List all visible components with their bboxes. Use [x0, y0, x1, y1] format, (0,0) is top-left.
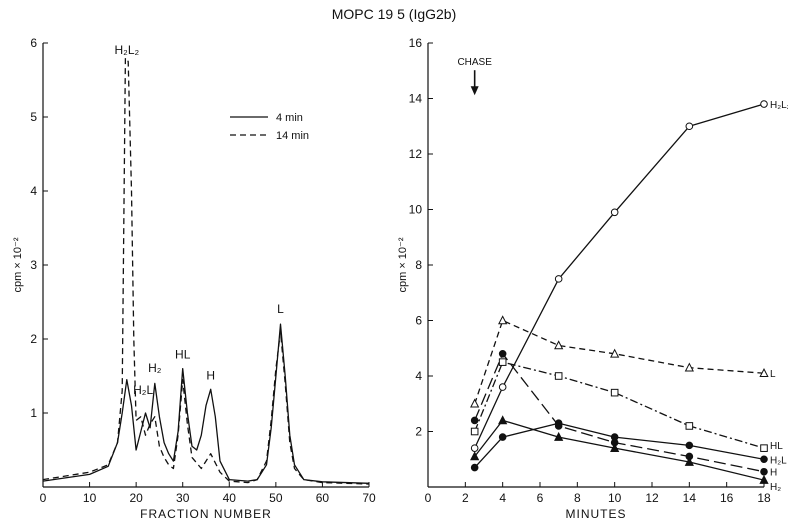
- left-chart: 0 10 20 30 40 50 60 70 1 2 3 4 5 6 FRACTION NUMBER cpm …: [12, 36, 376, 521]
- peak-label: H₂: [148, 361, 162, 375]
- x-tick-label: 0: [40, 491, 47, 505]
- data-point: [760, 444, 768, 452]
- data-point: [554, 422, 563, 430]
- peak-label: H₂L: [133, 383, 153, 397]
- data-point: [685, 441, 694, 450]
- right-chart: 0 2 4 6 8 10 12 14 16 18 2 4 6 8 10 12 14 16 MINUTES cpm × …: [397, 36, 788, 521]
- data-point: [470, 444, 479, 452]
- data-point: [498, 350, 507, 358]
- legend-label: 4 min: [276, 112, 303, 124]
- data-point: [760, 100, 768, 108]
- peak-label: L: [277, 302, 284, 316]
- x-tick-label: 70: [362, 491, 376, 505]
- y-tick-label: 2: [415, 425, 422, 439]
- data-point: [498, 383, 507, 391]
- y-tick-label: 4: [30, 184, 37, 198]
- y-tick-label: 2: [30, 332, 37, 346]
- x-tick-label: 30: [176, 491, 190, 505]
- series-end-label: H₂L: [770, 455, 787, 466]
- data-point: [554, 431, 564, 441]
- x-tick-label: 10: [83, 491, 97, 505]
- x-tick-label: 10: [608, 491, 622, 505]
- data-point: [470, 416, 479, 425]
- x-tick-label: 4: [499, 491, 506, 505]
- series-end-label: H₂L₂: [770, 100, 788, 111]
- y-tick-label: 14: [409, 92, 423, 106]
- legend-label: 14 min: [276, 130, 309, 142]
- x-tick-label: 50: [269, 491, 283, 505]
- series-line: [474, 103, 765, 449]
- series-line: [474, 419, 765, 481]
- x-tick-label: 2: [462, 491, 469, 505]
- y-axis-label: cpm × 10⁻²: [12, 237, 24, 292]
- data-point: [470, 398, 480, 408]
- x-tick-label: 6: [537, 491, 544, 505]
- data-point: [470, 451, 480, 461]
- data-point: [684, 456, 694, 466]
- y-tick-label: 10: [409, 203, 423, 217]
- x-axis-label: FRACTION NUMBER: [140, 507, 272, 521]
- data-point: [498, 315, 508, 325]
- series-line: [474, 353, 765, 473]
- y-tick-label: 12: [409, 147, 423, 161]
- x-tick-label: 40: [223, 491, 237, 505]
- series-line-4-min: [42, 323, 370, 484]
- chase-arrow-head: [470, 86, 479, 96]
- y-tick-label: 6: [415, 314, 422, 328]
- data-point: [470, 427, 479, 436]
- data-point: [760, 467, 768, 476]
- data-point: [610, 442, 620, 452]
- y-tick-label: 1: [30, 406, 37, 420]
- x-tick-label: 12: [645, 491, 659, 505]
- data-point: [554, 340, 564, 350]
- x-tick-label: 8: [574, 491, 581, 505]
- data-point: [685, 422, 694, 430]
- y-tick-label: 4: [415, 369, 422, 383]
- y-tick-label: 16: [409, 36, 423, 50]
- chase-label: CHASE: [457, 57, 492, 68]
- series-line: [474, 422, 765, 469]
- data-point: [610, 208, 619, 217]
- series-line: [474, 361, 765, 449]
- y-tick-label: 6: [30, 36, 37, 50]
- data-point: [759, 474, 769, 484]
- data-point: [610, 348, 620, 358]
- x-tick-label: 18: [757, 491, 771, 505]
- x-axis-label: MINUTES: [566, 507, 627, 521]
- y-tick-label: 5: [30, 110, 37, 124]
- data-point: [759, 368, 769, 378]
- x-tick-label: 60: [316, 491, 330, 505]
- series-line: [474, 319, 765, 405]
- series-end-label: H₂: [770, 482, 781, 493]
- data-point: [554, 275, 563, 283]
- data-point: [498, 358, 507, 366]
- data-point: [498, 433, 507, 441]
- data-point: [760, 455, 768, 464]
- x-tick-label: 20: [129, 491, 143, 505]
- x-tick-label: 0: [425, 491, 432, 505]
- y-axis-label: cpm × 10⁻²: [397, 237, 409, 292]
- data-point: [470, 463, 479, 472]
- data-point: [610, 388, 619, 397]
- series-end-label: L: [770, 369, 776, 380]
- x-tick-label: 14: [683, 491, 697, 505]
- peak-label: HL: [175, 348, 191, 362]
- data-point: [498, 415, 508, 425]
- y-tick-label: 8: [415, 258, 422, 272]
- figure-title: MOPC 19 5 (IgG2b): [331, 6, 457, 22]
- peak-label: H₂L₂: [115, 43, 140, 57]
- series-end-label: H: [770, 468, 777, 479]
- data-point: [684, 362, 694, 372]
- data-point: [554, 372, 563, 380]
- series-line-14-min: [42, 57, 370, 485]
- series-end-label: HL: [770, 441, 783, 452]
- y-tick-label: 3: [30, 258, 37, 272]
- peak-label: H: [206, 368, 215, 382]
- x-tick-label: 16: [720, 491, 734, 505]
- data-point: [685, 122, 694, 131]
